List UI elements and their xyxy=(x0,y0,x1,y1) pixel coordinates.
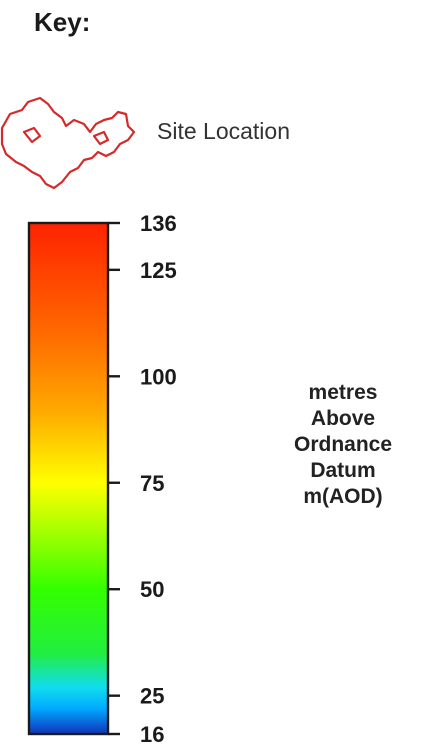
elevation-gradient-bar xyxy=(27,221,110,736)
elevation-tick-label: 125 xyxy=(140,258,177,283)
unit-line-1: metres xyxy=(308,381,378,404)
elevation-tick-label: 50 xyxy=(140,577,164,602)
elevation-tick-label: 75 xyxy=(140,471,164,496)
site-boundary-outline-icon xyxy=(0,96,136,190)
elevation-tick-label: 25 xyxy=(140,684,164,709)
elevation-tick-group: 136 125 100 75 50 25 16 xyxy=(108,211,177,747)
unit-line-4: Datum xyxy=(310,459,376,482)
elevation-unit-label: metres Above Ordnance Datum m(AOD) xyxy=(268,380,418,510)
unit-line-2: Above xyxy=(310,407,376,430)
elevation-tick-label: 136 xyxy=(140,211,177,236)
site-location-label: Site Location xyxy=(157,118,290,144)
elevation-tick-label: 100 xyxy=(140,364,177,389)
unit-line-5: m(AOD) xyxy=(303,485,383,508)
elevation-tick-label: 16 xyxy=(140,722,164,747)
legend-title: Key: xyxy=(34,7,91,37)
unit-line-3: Ordnance xyxy=(293,433,393,456)
elevation-colour-scale: 136 125 100 75 50 25 16 xyxy=(27,211,177,747)
